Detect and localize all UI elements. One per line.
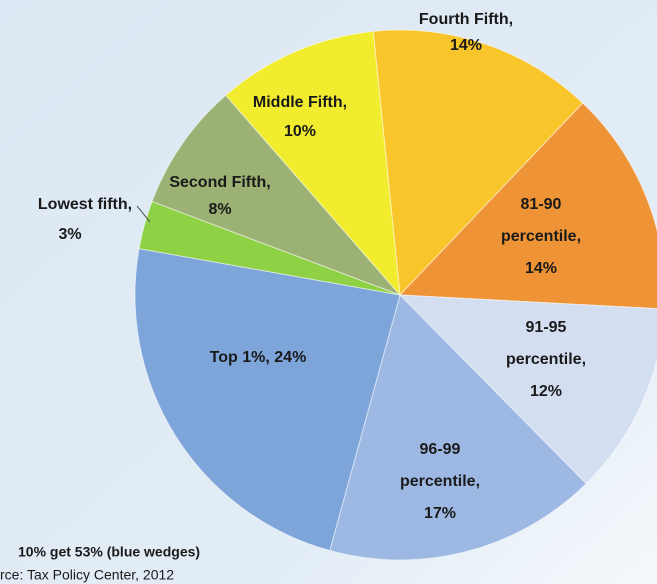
slice-label: 91-95 xyxy=(526,319,567,336)
value-label: 12% xyxy=(530,383,562,400)
pie-slice xyxy=(398,294,657,485)
slice-label-name: Top 1%, xyxy=(210,349,270,366)
value-label: 8% xyxy=(208,201,231,218)
leader-line xyxy=(136,205,151,223)
pie-slice xyxy=(225,30,401,297)
pie-slice xyxy=(151,94,401,296)
slice-label: percentile, xyxy=(506,351,586,368)
slice-label: Middle Fifth, xyxy=(253,94,347,111)
value-label: 14% xyxy=(450,37,482,54)
slice-label: Top 1%, 24% xyxy=(210,349,307,366)
pie-slice xyxy=(329,294,587,561)
pie xyxy=(134,29,657,561)
value-label: 17% xyxy=(424,505,456,522)
slice-label: percentile, xyxy=(501,228,581,245)
value-label: 10% xyxy=(284,123,316,140)
value-label: 24% xyxy=(274,349,306,366)
pie-slice xyxy=(372,29,584,297)
slice-label: percentile, xyxy=(400,473,480,490)
labels: Fourth Fifth, 14% 81-90 percentile, 14% 91-95… xyxy=(38,11,586,522)
slice-label: Fourth Fifth, xyxy=(419,11,513,28)
annotation: rce: Tax Policy Center, 2012 xyxy=(0,567,174,583)
slice-label: Lowest fifth, xyxy=(38,196,132,213)
pie-slice xyxy=(134,248,401,552)
pie-slice xyxy=(398,102,657,310)
slice-label: Second Fifth, xyxy=(169,174,270,191)
slice-label: 96-99 xyxy=(420,441,461,458)
slice-label: 81-90 xyxy=(521,196,562,213)
value-label: 3% xyxy=(58,226,81,243)
annotation: 10% get 53% (blue wedges) xyxy=(18,544,200,560)
value-label: 14% xyxy=(525,260,557,277)
